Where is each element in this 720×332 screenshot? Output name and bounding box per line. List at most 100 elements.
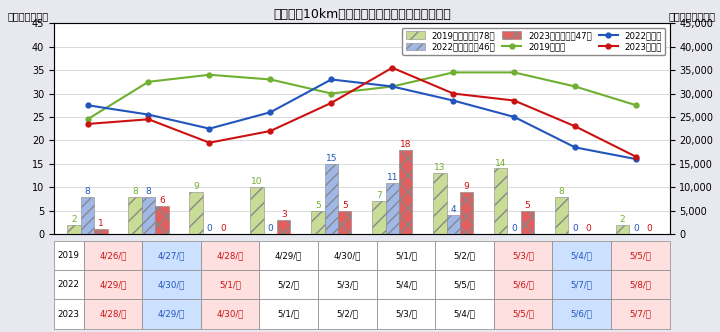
Text: 0: 0 <box>268 224 274 233</box>
Text: 2019: 2019 <box>58 251 80 260</box>
Bar <box>435 299 494 329</box>
Text: 4/30/土: 4/30/土 <box>158 280 185 289</box>
Bar <box>494 168 508 234</box>
Text: 5/1/日: 5/1/日 <box>219 280 241 289</box>
Bar <box>84 299 142 329</box>
Bar <box>54 299 84 329</box>
Bar <box>611 241 670 270</box>
Text: 5/7/日: 5/7/日 <box>629 309 651 318</box>
Text: 6: 6 <box>159 196 165 205</box>
Text: 8: 8 <box>132 187 138 196</box>
Bar <box>68 225 81 234</box>
Text: 4/30/火: 4/30/火 <box>333 251 361 260</box>
Bar <box>494 241 552 270</box>
Text: 4/26/金: 4/26/金 <box>99 251 127 260</box>
Text: 5/8/日: 5/8/日 <box>629 280 651 289</box>
Text: 8: 8 <box>145 187 151 196</box>
Bar <box>552 299 611 329</box>
Text: 4/30/日: 4/30/日 <box>217 309 244 318</box>
Bar <box>189 192 203 234</box>
Text: 15: 15 <box>325 154 337 163</box>
Bar <box>156 206 168 234</box>
Text: 5/2/木: 5/2/木 <box>454 251 475 260</box>
Text: 0: 0 <box>647 224 652 233</box>
Bar <box>277 220 290 234</box>
Text: 3: 3 <box>281 210 287 219</box>
Bar <box>81 197 94 234</box>
Bar <box>460 192 473 234</box>
Bar <box>318 241 377 270</box>
Bar <box>446 215 460 234</box>
Bar <box>128 197 142 234</box>
Text: 0: 0 <box>585 224 591 233</box>
Text: 4/27/土: 4/27/土 <box>158 251 185 260</box>
Text: 0: 0 <box>220 224 225 233</box>
Bar <box>338 210 351 234</box>
Bar <box>555 197 568 234</box>
Bar <box>611 299 670 329</box>
Text: 11: 11 <box>387 173 398 182</box>
Bar <box>377 299 435 329</box>
Text: 5: 5 <box>342 201 348 210</box>
Bar <box>372 201 386 234</box>
Bar <box>377 241 435 270</box>
Text: 5/2/月: 5/2/月 <box>278 280 300 289</box>
Bar <box>259 270 318 299</box>
Text: 5/3/金: 5/3/金 <box>512 251 534 260</box>
Bar <box>494 270 552 299</box>
Bar <box>435 270 494 299</box>
Bar <box>94 229 107 234</box>
Text: 5/4/土: 5/4/土 <box>571 251 593 260</box>
Text: 14: 14 <box>495 159 506 168</box>
Text: 5/5/日: 5/5/日 <box>629 251 651 260</box>
Text: 7: 7 <box>376 191 382 200</box>
Text: 5/6/土: 5/6/土 <box>571 309 593 318</box>
Text: 2023: 2023 <box>58 309 80 318</box>
Text: 4/29/土: 4/29/土 <box>158 309 185 318</box>
Text: 2: 2 <box>620 215 626 224</box>
Bar <box>54 270 84 299</box>
Bar <box>201 270 259 299</box>
Bar <box>433 173 446 234</box>
Text: 9: 9 <box>464 182 469 191</box>
Bar <box>142 270 201 299</box>
Text: 9: 9 <box>193 182 199 191</box>
Bar <box>142 241 201 270</box>
Bar <box>399 150 413 234</box>
Text: 5/7/土: 5/7/土 <box>571 280 593 289</box>
Text: 4/28/金: 4/28/金 <box>99 309 127 318</box>
Text: 8: 8 <box>85 187 91 196</box>
Text: 1: 1 <box>98 219 104 228</box>
Text: 4/29/金: 4/29/金 <box>99 280 127 289</box>
Bar <box>552 270 611 299</box>
Text: 2: 2 <box>71 215 77 224</box>
Bar <box>259 241 318 270</box>
Text: 0: 0 <box>633 224 639 233</box>
Bar <box>616 225 629 234</box>
Bar <box>494 299 552 329</box>
Text: 5/5/金: 5/5/金 <box>512 309 534 318</box>
Bar <box>201 299 259 329</box>
Text: 5: 5 <box>525 201 531 210</box>
Bar <box>435 241 494 270</box>
Text: 渋滹回数（回）: 渋滹回数（回） <box>8 11 49 21</box>
Bar <box>325 164 338 234</box>
Text: 5/3/火: 5/3/火 <box>336 280 359 289</box>
Bar <box>142 299 201 329</box>
Bar <box>386 183 399 234</box>
Text: 交通量（台／日）: 交通量（台／日） <box>669 11 716 21</box>
Text: 5: 5 <box>315 201 321 210</box>
Bar <box>201 241 259 270</box>
Bar <box>611 270 670 299</box>
Text: 13: 13 <box>434 163 446 172</box>
Text: 0: 0 <box>511 224 517 233</box>
Text: 5/1/水: 5/1/水 <box>395 251 417 260</box>
Bar <box>318 299 377 329</box>
Text: 5/1/月: 5/1/月 <box>278 309 300 318</box>
Bar <box>311 210 325 234</box>
Text: 18: 18 <box>400 140 411 149</box>
Bar <box>377 270 435 299</box>
Text: 10: 10 <box>251 177 263 186</box>
Bar <box>142 197 156 234</box>
Text: 5/5/木: 5/5/木 <box>454 280 475 289</box>
